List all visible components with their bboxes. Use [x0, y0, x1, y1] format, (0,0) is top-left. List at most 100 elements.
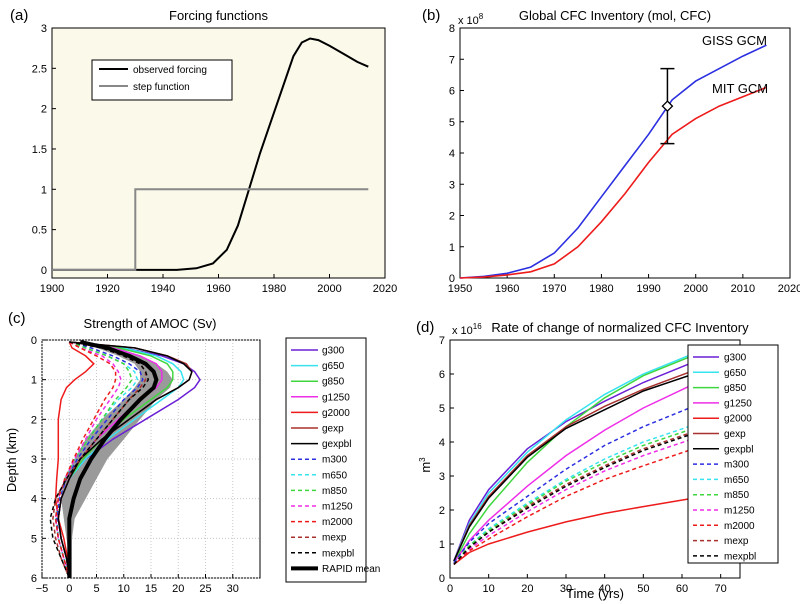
x-tick-label: 25	[199, 583, 211, 595]
y-tick-label: 0	[449, 273, 455, 285]
x-tick-label: 2010	[731, 283, 755, 295]
y-tick-label: 4	[31, 494, 37, 506]
legend-label: mexp	[724, 536, 749, 547]
x-tick-label: 1920	[95, 283, 119, 295]
y-tick-label: 3	[31, 454, 37, 466]
x-tick-label: 10	[118, 583, 130, 595]
series-line-m300	[453, 405, 694, 564]
legend-label: m650	[322, 470, 347, 481]
panel-label: (b)	[422, 7, 440, 24]
y-tick-label: 0	[41, 265, 47, 277]
legend-box	[285, 337, 367, 583]
y-tick-label: 2	[449, 211, 455, 223]
y-tick-label: 3	[449, 179, 455, 191]
axis-exponent: x 1016	[452, 322, 482, 337]
x-tick-label: 1980	[262, 283, 286, 295]
legend-label: g1250	[724, 398, 752, 409]
series-line-m1250	[54, 341, 122, 579]
legend-label: gexp	[322, 424, 344, 435]
series-line-g1250	[453, 383, 694, 564]
legend-label: g300	[724, 353, 747, 364]
x-tick-label: 1940	[151, 283, 175, 295]
series-line-g2000	[453, 497, 694, 565]
legend-label: gexpbl	[724, 444, 753, 455]
y-tick-label: 8	[449, 23, 455, 35]
panel-c: −5 0 5 10 15 20 25 30 0 1 2 3 4 5 6 (c) Strength of AMOC…	[4, 310, 380, 595]
x-tick-label: 70	[715, 583, 727, 595]
panel-label: (d)	[416, 319, 434, 336]
legend-label: m300	[322, 455, 347, 466]
legend-label: m2000	[322, 517, 353, 528]
y-tick-label: 6	[449, 86, 455, 98]
legend-label: m850	[724, 490, 749, 501]
y-tick-label: 1	[449, 242, 455, 254]
panel-label: (c)	[8, 310, 26, 327]
axis-exponent-power: 8	[479, 12, 484, 21]
series-line-g2000	[54, 341, 95, 579]
y-tick-label: 2	[31, 414, 37, 426]
legend-label: g2000	[322, 408, 350, 419]
x-tick-label: −5	[36, 583, 49, 595]
legend-label: gexpbl	[322, 439, 351, 450]
y-tick-label: 5	[449, 117, 455, 129]
series-line-g650	[453, 352, 694, 562]
y-tick-label: 6	[31, 573, 37, 585]
x-tick-label: 30	[227, 583, 239, 595]
x-tick-label: 1980	[589, 283, 613, 295]
legend-label: m1250	[322, 502, 353, 513]
legend-label: m650	[724, 475, 749, 486]
series-line-MIT-GCM	[459, 86, 767, 279]
y-axis-label: Depth (km)	[4, 428, 19, 492]
x-axis-label: Time (yrs)	[566, 586, 624, 601]
y-tick-label: 7	[449, 54, 455, 66]
observation-marker	[661, 100, 674, 113]
legend-label: mexpbl	[724, 551, 756, 562]
legend-label: gexp	[724, 429, 746, 440]
y-tick-label: 7	[439, 335, 445, 347]
panel-d: 0 10 20 30 40 50 60 70 0 1 2 3 4 5 6 7 (d) x 1016 Rate of …	[416, 319, 779, 601]
series-line-RAPID-mean	[67, 340, 159, 578]
legend-label: g2000	[724, 414, 752, 425]
legend-label: g1250	[322, 392, 350, 403]
legend: observed forcing step function	[91, 59, 233, 101]
plot-area	[459, 27, 791, 279]
legend: g300 g650 g850 g1250 g2000 gexp gexpbl m300 m650…	[687, 344, 779, 564]
series-line-m2000	[453, 448, 694, 565]
legend: g300 g650 g850 g1250 g2000 gexp gexpbl m300 m650…	[285, 337, 380, 583]
legend-label: g650	[322, 361, 345, 372]
panel-a: 1900 1920 1940 1960 1980 2000 2020 0 0.5 1 1.5 2 2.5…	[10, 7, 397, 295]
x-tick-label: 10	[483, 583, 495, 595]
x-tick-label: 40	[599, 583, 611, 595]
legend-label: m2000	[724, 521, 755, 532]
y-tick-label: 4	[439, 437, 445, 449]
x-tick-label: 1900	[40, 283, 64, 295]
annotation-mit: MIT GCM	[712, 81, 768, 96]
x-tick-label: 2020	[373, 283, 397, 295]
panel-b: 1950 1960 1970 1980 1990 2000 2010 2020 0 1 2 3 4 5 6 7…	[422, 7, 800, 295]
annotation-giss: GISS GCM	[702, 33, 767, 48]
x-tick-label: 30	[560, 583, 572, 595]
legend-box	[687, 344, 779, 564]
legend-label: m850	[322, 486, 347, 497]
x-tick-label: 1970	[542, 283, 566, 295]
y-tick-label: 1	[439, 539, 445, 551]
x-tick-label: 2000	[683, 283, 707, 295]
axis-exponent: x 108	[458, 12, 484, 27]
series-line-observed-forcing	[52, 37, 369, 271]
legend-label: g850	[322, 377, 345, 388]
axis-exponent-power: 16	[473, 322, 482, 331]
legend-label: step function	[133, 82, 190, 93]
x-tick-label: 1950	[448, 283, 472, 295]
x-tick-label: 2000	[317, 283, 341, 295]
y-tick-label: 3	[41, 23, 47, 35]
series-line-step-function	[52, 188, 369, 271]
series-line-gexpbl	[453, 373, 694, 562]
y-tick-label: 5	[439, 403, 445, 415]
legend-label: m1250	[724, 506, 755, 517]
series-line-m1250	[453, 437, 694, 565]
series-line-gexpbl	[57, 341, 193, 579]
series-line-g850	[453, 354, 694, 564]
y-tick-label: 2	[41, 104, 47, 116]
y-tick-label: 0.5	[32, 225, 47, 237]
